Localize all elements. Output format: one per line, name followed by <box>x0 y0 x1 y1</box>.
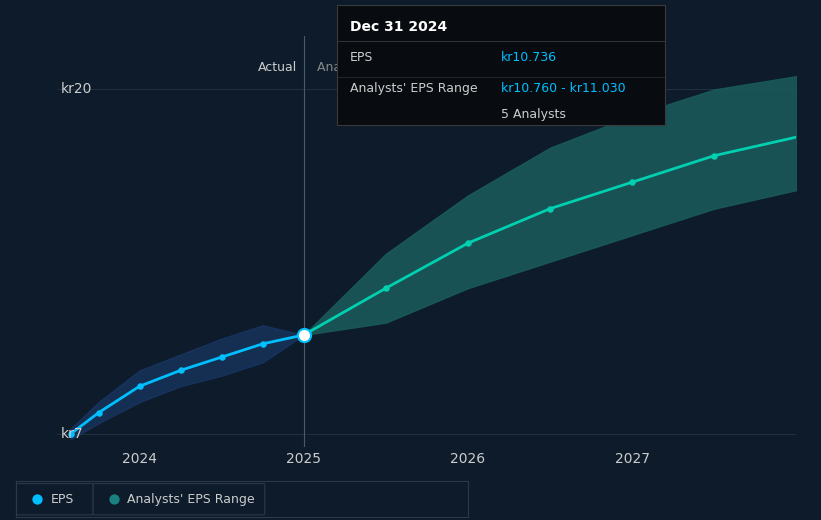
Text: EPS: EPS <box>350 50 373 63</box>
Point <box>256 340 269 348</box>
Point <box>626 178 639 186</box>
Point <box>379 284 392 292</box>
Text: 5 Analysts: 5 Analysts <box>501 108 566 121</box>
Point <box>544 204 557 213</box>
Point <box>30 495 44 503</box>
Point <box>92 409 105 417</box>
FancyBboxPatch shape <box>94 484 265 515</box>
Text: kr10.760 - kr11.030: kr10.760 - kr11.030 <box>501 82 626 95</box>
Point <box>215 353 228 361</box>
Point <box>107 495 120 503</box>
Text: Dec 31 2024: Dec 31 2024 <box>350 20 447 34</box>
Point <box>708 151 721 160</box>
Point <box>133 382 146 391</box>
Text: Actual: Actual <box>258 60 297 73</box>
Text: Analysts' EPS Range: Analysts' EPS Range <box>127 493 255 505</box>
Text: kr7: kr7 <box>61 427 84 441</box>
FancyBboxPatch shape <box>16 484 94 515</box>
Point <box>461 239 475 248</box>
Text: kr20: kr20 <box>61 82 92 96</box>
Text: Analysts Forecasts: Analysts Forecasts <box>317 60 433 73</box>
Point <box>297 331 310 339</box>
Text: Analysts' EPS Range: Analysts' EPS Range <box>350 82 477 95</box>
Text: kr10.736: kr10.736 <box>501 50 557 63</box>
Point <box>174 366 187 374</box>
Point <box>64 430 77 438</box>
Text: EPS: EPS <box>50 493 74 505</box>
